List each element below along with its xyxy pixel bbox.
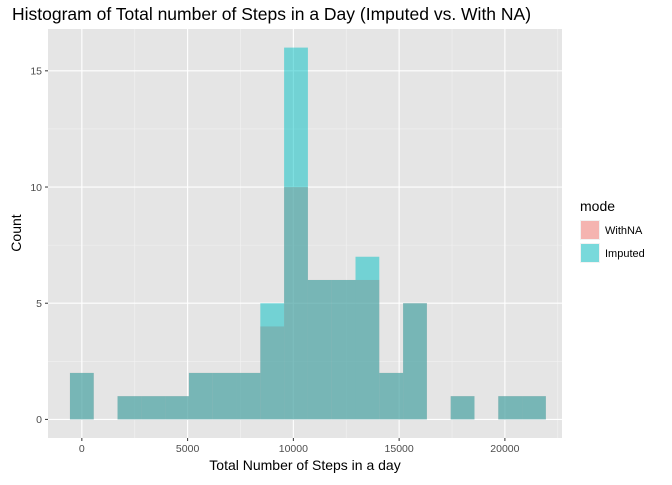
bar-imputed-2: [117, 396, 142, 420]
bar-imputed-18: [498, 396, 523, 420]
legend-swatch-imputed: [581, 244, 599, 262]
x-tick-label-2: 10000: [279, 443, 308, 455]
y-axis: 0 5 10 15: [30, 66, 48, 426]
legend: mode WithNA Imputed: [580, 198, 645, 263]
bar-imputed-3: [141, 396, 166, 420]
y-tick-label-2: 10: [30, 182, 42, 194]
bar-imputed-13: [379, 372, 404, 420]
bars-layer: [69, 47, 546, 420]
legend-title: mode: [580, 198, 615, 214]
series-imputed: [69, 47, 546, 420]
bar-imputed-10: [307, 279, 332, 420]
x-axis-label: Total Number of Steps in a day: [209, 457, 400, 473]
x-tick-label-0: 0: [79, 443, 85, 455]
bar-imputed-8: [260, 303, 285, 420]
bar-imputed-9: [284, 47, 308, 420]
bar-imputed-7: [236, 372, 261, 420]
x-axis: 0 5000 10000 15000 20000: [79, 438, 520, 455]
y-tick-label-1: 5: [36, 298, 42, 310]
legend-label-imputed: Imputed: [605, 248, 645, 260]
y-tick-label-0: 0: [36, 414, 42, 426]
x-tick-label-1: 5000: [176, 443, 200, 455]
bar-imputed-11: [331, 279, 356, 420]
legend-label-withna: WithNA: [605, 225, 643, 237]
bar-imputed-4: [165, 396, 189, 420]
bar-imputed-19: [522, 396, 546, 420]
x-tick-label-4: 20000: [490, 443, 519, 455]
bar-imputed-0: [69, 372, 94, 420]
bar-imputed-5: [188, 372, 213, 420]
bar-imputed-14: [403, 303, 427, 420]
x-tick-label-3: 15000: [385, 443, 414, 455]
bar-imputed-6: [212, 372, 237, 420]
chart-title: Histogram of Total number of Steps in a …: [12, 4, 531, 24]
bar-imputed-12: [355, 256, 380, 420]
bar-imputed-16: [450, 396, 475, 420]
y-axis-label: Count: [8, 214, 24, 251]
legend-swatch-withna: [581, 221, 599, 239]
y-tick-label-3: 15: [30, 66, 42, 78]
